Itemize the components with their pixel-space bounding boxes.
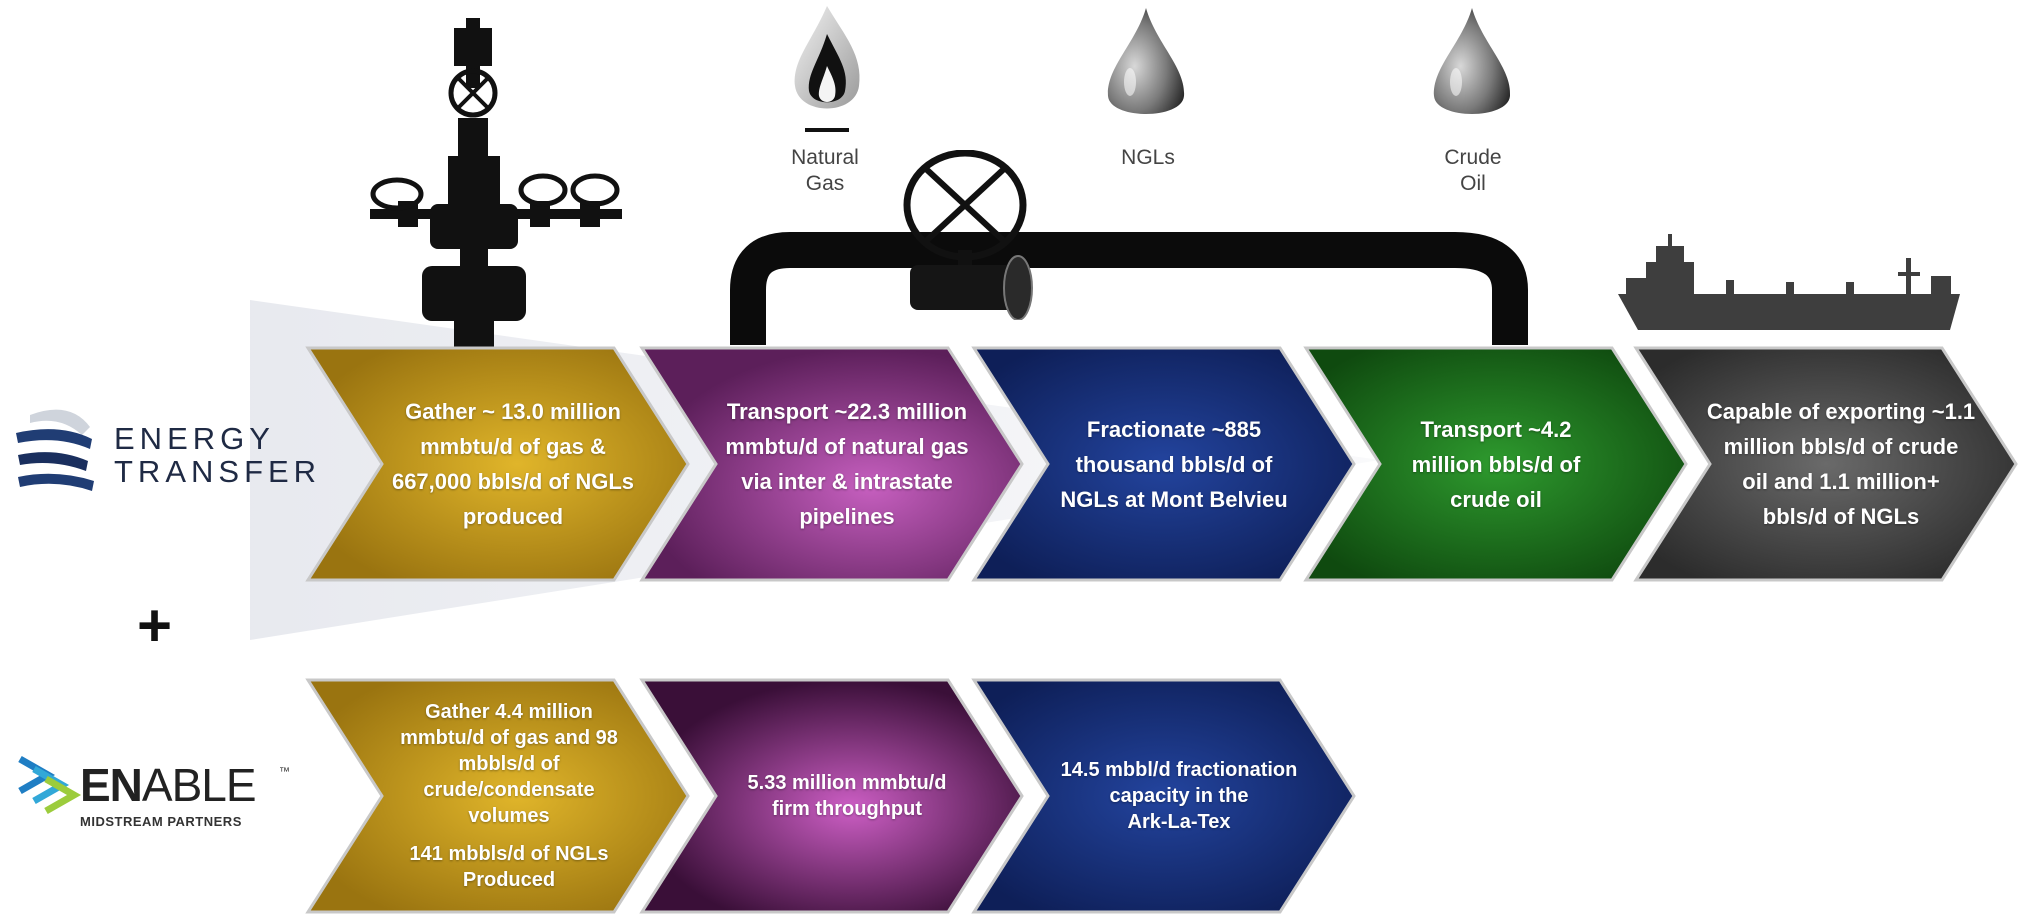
stage-text-enable-fractionation: 14.5 mbbl/d fractionation capacity in th… — [1044, 680, 1314, 912]
droplet-icon — [1107, 8, 1185, 114]
stage-text-et-transport-gas: Transport ~22.3 million mmbtu/d of natur… — [712, 348, 982, 580]
stage-text-line: mbbls/d of — [458, 753, 560, 775]
stage-text-line: mmbtu/d of gas and 98 — [400, 727, 618, 749]
chevron-et-fractionate — [971, 346, 1356, 582]
chevron-et-transport-gas — [639, 346, 1024, 582]
pipeline-icon — [730, 232, 1528, 345]
tanker-ship-icon — [1618, 234, 1960, 330]
droplet-icon — [1433, 8, 1511, 114]
stage-text-line: thousand bbls/d of — [1075, 451, 1273, 477]
energy-transfer-logo-icon — [16, 409, 94, 491]
stage-text-line: Fractionate ~885 — [1086, 416, 1262, 442]
plus-sign: + — [137, 592, 173, 659]
stage-text-line: Gather ~ 13.0 million — [405, 399, 621, 424]
product-label-line: Gas — [805, 172, 845, 195]
stage-text-line: mmbtu/d of gas & — [420, 434, 606, 459]
stage-text-line: oil and 1.1 million+ — [1742, 469, 1940, 494]
enable-subtitle: MIDSTREAM PARTNERS — [80, 814, 242, 829]
enable-trademark: ™ — [279, 766, 290, 778]
stage-text-et-export: Capable of exporting ~1.1 million bbls/d… — [1696, 348, 1986, 580]
stage-text-line: capacity in the — [1109, 785, 1249, 807]
chevron-enable-fractionation — [971, 678, 1356, 914]
product-label-line: Oil — [1460, 172, 1486, 195]
chevron-enable-throughput — [639, 678, 1024, 914]
stage-text-line: volumes — [468, 805, 550, 827]
product-label-line: NGLs — [1121, 146, 1175, 169]
stage-text-et-fractionate: Fractionate ~885 thousand bbls/d of NGLs… — [1044, 348, 1304, 580]
stage-text-enable-gather: Gather 4.4 million mmbtu/d of gas and 98… — [374, 680, 644, 912]
stage-text-line: firm throughput — [772, 798, 922, 820]
stage-text-line: pipelines — [799, 504, 895, 529]
energy-transfer-line2: TRANSFER — [114, 454, 322, 489]
wellhead-icon — [370, 18, 622, 348]
stage-text-line: Transport ~4.2 — [1420, 416, 1572, 442]
stage-text-line: Transport ~22.3 million — [726, 399, 968, 424]
product-label-line: Crude — [1444, 146, 1502, 169]
stage-text-line: million bbls/d of crude — [1723, 434, 1959, 459]
stage-text-line: 141 mbbls/d of NGLs — [409, 843, 609, 865]
chevron-et-gather — [305, 346, 690, 582]
stage-text-line: Capable of exporting ~1.1 — [1706, 399, 1976, 424]
stage-text-et-gather: Gather ~ 13.0 million mmbtu/d of gas & 6… — [378, 348, 648, 580]
product-label-natural-gas: Natural Gas — [745, 145, 905, 197]
stage-text-line: crude oil — [1450, 486, 1542, 512]
stage-text-line: 14.5 mbbl/d fractionation — [1060, 759, 1298, 781]
energy-transfer-line1: ENERGY — [114, 421, 275, 456]
chevron-et-transport-crude — [1303, 346, 1688, 582]
enable-logo-icon — [18, 755, 82, 815]
stage-text-line: 667,000 bbls/d of NGLs — [391, 469, 635, 494]
stage-text-enable-throughput: 5.33 million mmbtu/d firm throughput — [712, 680, 982, 912]
stage-text-line: via inter & intrastate — [741, 469, 953, 494]
stage-text-line: NGLs at Mont Belvieu — [1060, 486, 1288, 512]
stage-text-line: mmbtu/d of natural gas — [725, 434, 969, 459]
valve-wheel-icon — [903, 150, 1033, 320]
stage-text-line: 5.33 million mmbtu/d — [747, 772, 947, 794]
stage-text-line: Ark-La-Tex — [1127, 811, 1231, 833]
stage-text-line: million bbls/d of — [1411, 451, 1581, 477]
flame-icon — [794, 6, 860, 132]
chevron-et-export — [1633, 346, 2018, 582]
product-label-line: Natural — [791, 146, 859, 169]
stage-text-et-transport-crude: Transport ~4.2 million bbls/d of crude o… — [1376, 348, 1616, 580]
stage-text-line: Produced — [462, 869, 556, 891]
enable-name-able: ABLE — [141, 759, 257, 811]
enable-name-en: EN — [80, 759, 143, 811]
stage-text-line: produced — [462, 504, 564, 529]
stage-text-line: bbls/d of NGLs — [1762, 504, 1920, 529]
product-label-crude-oil: Crude Oil — [1393, 145, 1553, 197]
stage-text-line: Gather 4.4 million — [425, 701, 593, 723]
product-label-ngls: NGLs — [1068, 145, 1228, 171]
enable-name: ENABLE — [80, 758, 257, 812]
stage-text-line: crude/condensate — [423, 779, 595, 801]
chevron-enable-gather — [305, 678, 690, 914]
